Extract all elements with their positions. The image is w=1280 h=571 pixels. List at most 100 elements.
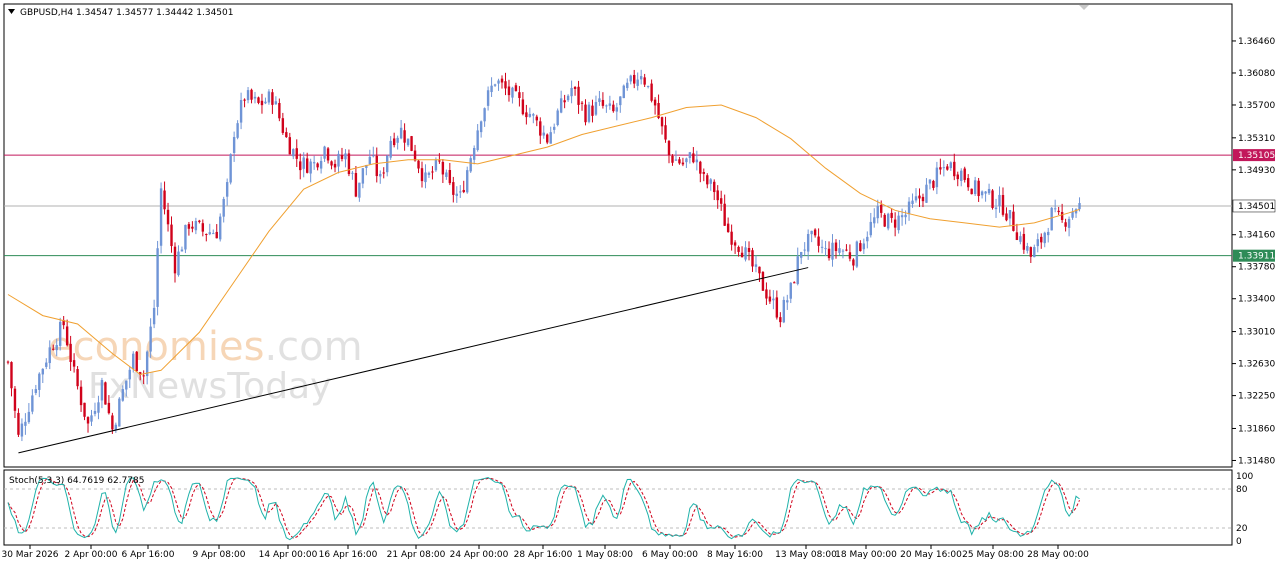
candle-bear [62,320,65,326]
candle-bull [907,201,911,215]
candle-bear [660,117,664,127]
candle-bull [372,155,375,157]
candle-bear [243,99,246,101]
candle-bear [340,155,344,159]
candle-bear [403,130,406,143]
candle-bear [6,361,10,363]
candle-bear [111,415,114,430]
candle-bear [271,92,274,105]
time-tick-label: 6 May 00:00 [642,550,698,560]
stoch-pane-border [3,469,1233,546]
candle-bear [135,351,138,372]
candle-bull [114,424,118,431]
candle-bear [13,388,17,411]
candle-bear [441,161,445,175]
time-tick-label: 9 Apr 08:00 [193,550,246,560]
candle-bear [52,348,55,350]
candle-bull [427,172,431,175]
candle-bear [633,74,636,84]
candle-bull [184,224,187,250]
candle-bear [577,86,580,105]
candle-bull [772,298,775,301]
candle-bear [827,248,831,259]
candle-bear [859,243,862,252]
candle-bull [264,101,267,104]
price-tick-label: 1.32630 [1238,360,1275,370]
candle-bear [765,289,768,299]
candle-bull [688,152,692,158]
candle-bear [299,161,302,171]
price-tick-label: 1.36080 [1238,69,1275,79]
candle-bull [1047,231,1050,236]
candle-bear [667,140,671,156]
candle-bull [824,248,827,250]
price-tick-label: 1.32250 [1238,392,1275,402]
candle-bear [591,105,594,116]
candle-bear [507,86,511,96]
candle-bull [744,247,747,260]
candle-bull [152,307,156,325]
candle-bull [27,411,31,423]
candle-bull [445,172,448,177]
candle-bull [782,299,786,323]
candle-bull [41,368,44,375]
price-tick-label: 1.34930 [1238,166,1275,176]
candle-bull [566,95,570,101]
candle-bear [17,412,20,435]
candle-bull [528,113,532,117]
candle-bull [386,155,389,173]
candle-bull [960,170,963,181]
candle-bull [674,159,678,161]
candle-bull [786,300,789,303]
candle-bear [643,77,646,85]
candle-bear [713,181,716,193]
candle-bear [500,78,504,83]
candle-bull [156,248,159,307]
candle-bull [399,127,403,139]
candle-bear [285,132,288,138]
candle-bull [935,167,939,188]
time-tick-label: 16 Apr 16:00 [319,550,378,560]
candle-bear [525,112,528,118]
chart-frame [3,3,1233,546]
candle-bull [55,345,58,351]
watermark: economies.com FxNewsToday [48,324,363,407]
candle-bull [532,114,535,116]
price-tick-label: 1.31480 [1238,456,1275,466]
candle-bull [820,246,824,248]
candle-bear [612,104,615,112]
candle-bull [511,87,514,98]
candle-bull [973,180,977,195]
candle-bull [608,103,612,106]
candle-bear [664,125,667,140]
candle-bull [45,362,48,367]
candle-bear [392,138,396,146]
candle-bear [1040,236,1043,243]
candle-bull [490,85,493,93]
stoch-tick-label: 0 [1236,537,1242,547]
candle-bear [281,118,285,133]
candle-bull [900,215,904,218]
candle-bear [650,83,653,101]
candle-bull [911,200,914,205]
candle-bull [232,137,236,153]
candle-bear [779,317,782,323]
dropdown-triangle-icon[interactable] [8,9,15,14]
candle-bear [719,198,723,204]
candle-bear [1012,211,1015,231]
candle-bull [222,198,225,217]
time-tick-label: 21 Apr 08:00 [387,550,446,560]
trendline [18,267,809,454]
candle-bear [1064,222,1067,227]
candle-bull [396,137,399,143]
candle-bull [319,160,323,169]
trendline-layer [18,267,809,454]
price-levels [4,154,1232,257]
candle-bear [166,209,170,225]
candle-bear [845,249,848,251]
candle-bull [841,250,845,252]
candle-bull [292,149,295,157]
candle-bull [897,215,900,231]
